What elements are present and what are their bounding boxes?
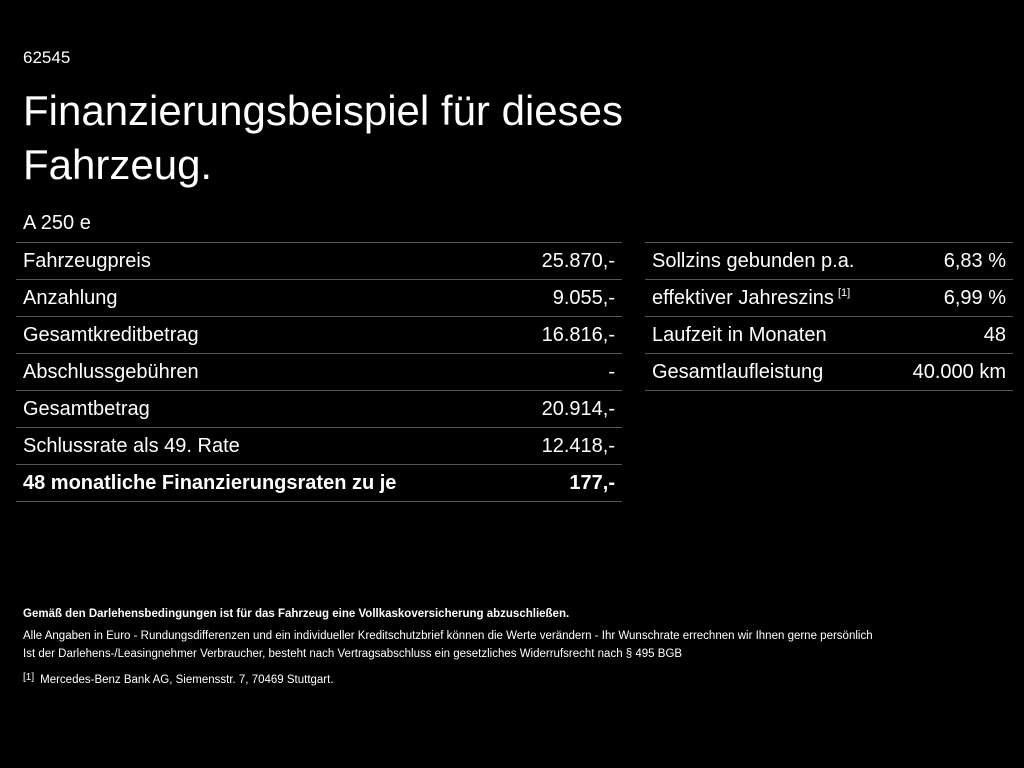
right-table: Sollzins gebunden p.a. 6,83 % effektiver J… xyxy=(645,242,1013,391)
model: A 250 e xyxy=(23,212,91,234)
footnote-bold: Gemäß den Darlehensbedingungen ist für d… xyxy=(23,608,570,620)
row-label: Fahrzeugpreis xyxy=(23,249,151,272)
row-label: Anzahlung xyxy=(23,286,118,309)
row-value: 177,- xyxy=(569,471,615,494)
row-label: Laufzeit in Monaten xyxy=(652,323,827,346)
footnote-marker: [1] xyxy=(837,286,851,299)
row-value: 12.418,- xyxy=(541,434,615,457)
row-label: Gesamtlaufleistung xyxy=(652,360,824,383)
row-value: 6,99 % xyxy=(943,286,1006,309)
row-value: 16.816,- xyxy=(541,323,615,346)
row-value: - xyxy=(608,360,615,383)
row-value: 40.000 km xyxy=(912,360,1006,383)
left-table: Fahrzeugpreis 25.870,- Anzahlung 9.055,- Ges… xyxy=(16,242,622,502)
table-row: Sollzins gebunden p.a. 6,83 % xyxy=(645,243,1013,280)
table-row: Fahrzeugpreis 25.870,- xyxy=(16,243,622,280)
table-row: effektiver Jahreszins [1] 6,99 % xyxy=(645,280,1013,317)
row-label: 48 monatliche Finanzierungsraten zu je xyxy=(23,471,397,494)
footnote-ref: [1] Mercedes-Benz Bank AG, Siemensstr. 7,… xyxy=(23,669,873,689)
table-row: Gesamtbetrag 20.914,- xyxy=(16,391,622,428)
row-label-group: Gesamtlaufleistung xyxy=(652,361,823,384)
footnote-text: Mercedes-Benz Bank AG, Siemensstr. 7, 70… xyxy=(40,674,334,686)
row-value: 6,83 % xyxy=(943,249,1006,272)
row-value: 48 xyxy=(983,323,1006,346)
code: 62545 xyxy=(23,48,71,67)
row-label: Gesamtkreditbetrag xyxy=(23,323,199,346)
table-row: Laufzeit in Monaten 48 xyxy=(645,317,1013,354)
row-label: effektiver Jahreszins xyxy=(652,286,834,309)
row-label: Abschlussgebühren xyxy=(23,360,199,383)
footnotes: Gemäß den Darlehensbedingungen ist für d… xyxy=(23,605,873,689)
table-row: Abschlussgebühren - xyxy=(16,354,622,391)
row-value: 25.870,- xyxy=(541,249,615,272)
table-row: Gesamtlaufleistung 40.000 km xyxy=(645,354,1013,391)
footnote-line: Alle Angaben in Euro - Rundungsdifferenz… xyxy=(23,630,873,642)
row-value: 20.914,- xyxy=(541,397,615,420)
table-row: Anzahlung 9.055,- xyxy=(16,280,622,317)
row-label-group: Laufzeit in Monaten xyxy=(652,324,827,347)
table-row: Gesamtkreditbetrag 16.816,- xyxy=(16,317,622,354)
table-row: Schlussrate als 49. Rate 12.418,- xyxy=(16,428,622,465)
footnote-line: Ist der Darlehens-/Leasingnehmer Verbrau… xyxy=(23,648,683,660)
row-label: Sollzins gebunden p.a. xyxy=(652,249,855,272)
row-value: 9.055,- xyxy=(552,286,615,309)
title: Finanzierungsbeispiel für dieses Fahrzeu… xyxy=(23,87,623,188)
row-label: Schlussrate als 49. Rate xyxy=(23,434,240,457)
row-label-group: effektiver Jahreszins [1] xyxy=(652,287,850,310)
table-row: 48 monatliche Finanzierungsraten zu je 17… xyxy=(16,465,622,502)
row-label-group: Sollzins gebunden p.a. xyxy=(652,250,854,273)
footnote-marker: [1] xyxy=(23,672,35,683)
row-label: Gesamtbetrag xyxy=(23,397,150,420)
